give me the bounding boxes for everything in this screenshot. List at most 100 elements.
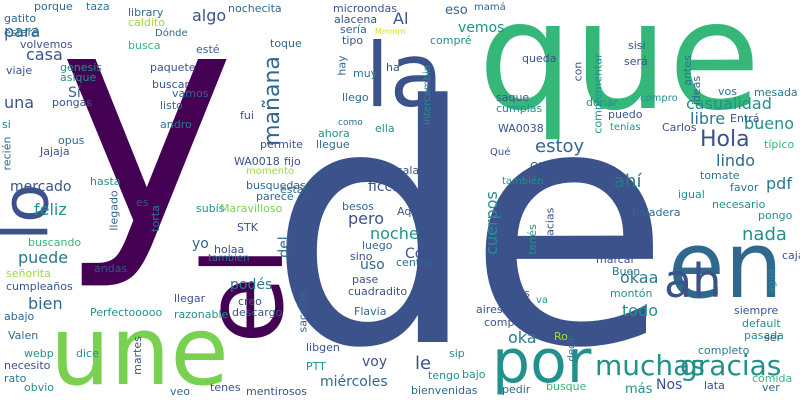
cloud-word: martes [130,336,144,375]
cloud-word: Ohhh [530,160,560,173]
cloud-word: descargo [232,306,283,319]
cloud-word: bueno [744,114,795,133]
cloud-word: Sí [68,85,81,101]
cloud-word: viaje [6,64,33,77]
cloud-word: mesada [754,86,798,99]
cloud-word: puede [18,248,69,267]
cloud-word: recién [0,136,14,171]
cloud-word: parece [256,190,294,203]
cloud-word: ser [764,331,782,344]
cloud-word: rato [4,372,27,385]
cloud-word: ficción [368,179,414,195]
cloud-word: volvemos [20,38,73,51]
cloud-word: ahí [614,171,642,192]
cloud-word: y [58,0,236,294]
cloud-word: típico [764,138,795,151]
cloud-word: buscar [152,78,189,91]
cloud-word: PTT [306,360,326,373]
cloud-word: completo [698,344,750,357]
cloud-word: Carlos [662,121,697,134]
cloud-word: decir [566,336,578,362]
cloud-word: señorita [6,267,51,280]
cloud-word: dice [76,347,99,360]
cloud-word: tenes [210,381,241,394]
cloud-word: queda [522,52,557,65]
cloud-word: del [276,236,293,258]
cloud-word: sino [350,250,373,263]
cloud-word: que [478,0,761,144]
cloud-word: fijo [284,155,301,168]
cloud-word: saque [496,91,530,104]
cloud-word: pasada [744,329,784,342]
cloud-word: compré [430,34,472,47]
cloud-word: libre [690,109,726,128]
cloud-word: fui [240,109,254,122]
cloud-word: bienvenidas [411,384,478,397]
cloud-word: voy [362,354,388,370]
cloud-word: ideas [690,75,704,106]
cloud-word: cuadradito [348,285,408,298]
cloud-word: webp [24,347,54,360]
cloud-word: cumplas [496,102,543,115]
cloud-word: obvio [24,381,55,394]
cloud-word: Maravilloso [220,202,283,215]
cloud-word: hasta [90,175,121,188]
cloud-word: mercado [10,179,72,195]
cloud-word: WA0038 [498,122,544,135]
cloud-word: de [268,36,670,400]
cloud-word: veo [170,385,191,398]
cloud-word: muchas [595,349,705,382]
cloud-word: necesario [712,198,766,211]
cloud-word: oka [508,328,537,347]
cloud-word: para [4,22,41,41]
cloud-word: razonable [174,308,229,321]
cloud-word: Buen [612,265,641,278]
cloud-word: heladera [632,206,681,219]
cloud-word: Qué [490,147,511,158]
cloud-word: una [4,93,35,112]
cloud-word: como [338,118,363,128]
cloud-word: llegado [107,190,121,231]
cloud-word: taza [86,0,110,13]
cloud-word: busque [546,380,587,393]
cloud-word: luego [362,239,393,252]
cloud-word: estás [280,183,310,196]
cloud-word: cumpleaños [6,280,73,293]
cloud-word: ah [664,254,722,308]
cloud-word: con [571,61,585,82]
cloud-word: Mmmm [375,27,406,36]
cloud-word: lata [704,379,725,392]
cloud-word: si [2,118,11,131]
cloud-word: tomate [700,169,740,182]
cloud-word: uso [360,257,385,273]
cloud-word: Dónde [155,28,188,39]
cloud-word: en [668,212,783,319]
cloud-word: Valen [8,329,39,342]
cloud-word: Al [393,9,409,28]
cloud-word: llego [342,91,369,104]
cloud-word: listo [160,99,183,112]
cloud-word: libros [500,287,530,300]
cloud-word: puedo [608,108,643,121]
cloud-word: estoy [535,136,585,157]
cloud-word: paquete [150,61,196,74]
cloud-word: será [624,55,648,68]
cloud-word: mañana [259,56,285,146]
cloud-word: sacaste [296,290,310,333]
cloud-word: Pasala [384,164,420,177]
cloud-word: Holis [506,222,520,249]
cloud-word: sería [340,23,367,36]
cloud-word: cuerpos [481,191,501,255]
cloud-word: holaa [214,243,245,256]
cloud-word: siempre [734,304,779,317]
cloud-word: opus [58,134,85,147]
cloud-word: también [502,176,544,187]
cloud-word: caldito [128,16,165,29]
cloud-word: Nos [656,377,683,393]
cloud-word: Entrá [730,112,760,125]
cloud-word: busquedas [246,179,306,192]
cloud-word: algo [192,6,227,25]
cloud-word: casa [26,45,63,64]
